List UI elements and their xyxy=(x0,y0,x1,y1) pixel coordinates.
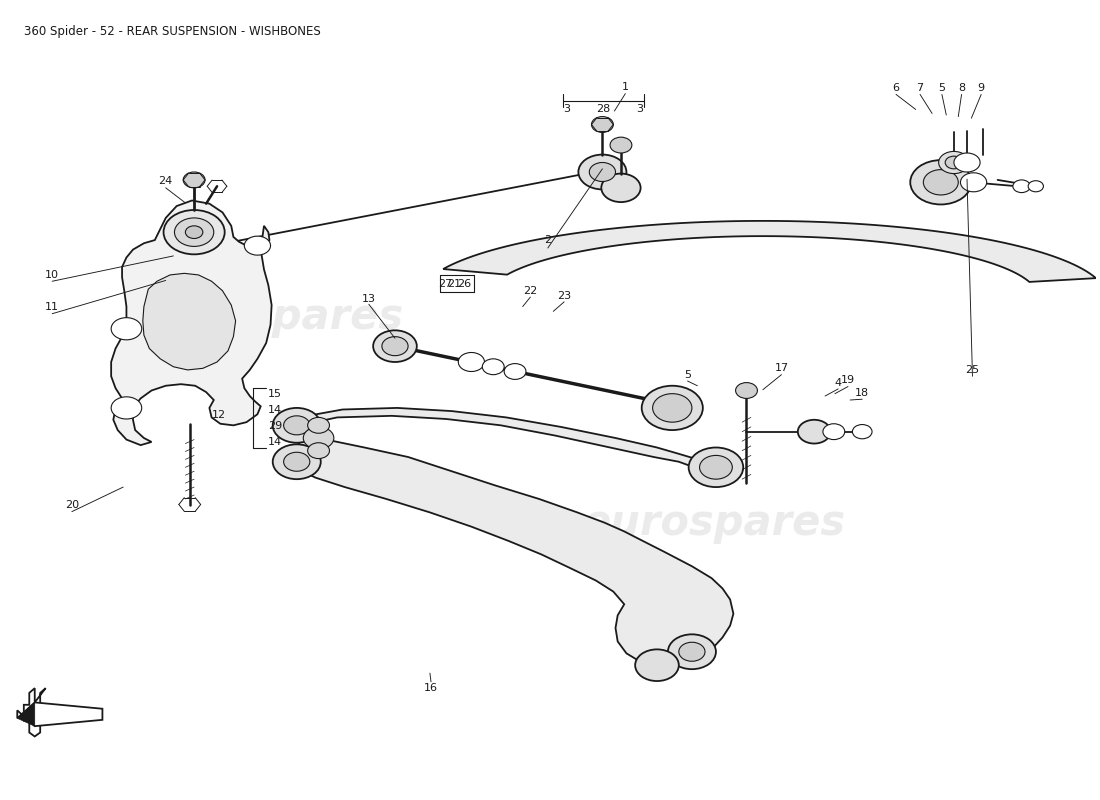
Text: 28: 28 xyxy=(596,104,611,114)
Polygon shape xyxy=(111,201,272,445)
Circle shape xyxy=(459,353,484,371)
Circle shape xyxy=(373,330,417,362)
Text: 3: 3 xyxy=(563,104,570,114)
Text: 2: 2 xyxy=(544,235,551,245)
Circle shape xyxy=(111,397,142,419)
Text: 26: 26 xyxy=(456,278,471,289)
Polygon shape xyxy=(443,221,1096,282)
Text: 23: 23 xyxy=(557,290,571,301)
Circle shape xyxy=(689,447,744,487)
Circle shape xyxy=(602,174,640,202)
Text: 1: 1 xyxy=(621,82,629,92)
Circle shape xyxy=(910,160,971,205)
Circle shape xyxy=(284,416,310,435)
Circle shape xyxy=(610,137,631,153)
Text: 16: 16 xyxy=(424,683,438,693)
Circle shape xyxy=(641,386,703,430)
Text: 10: 10 xyxy=(45,270,59,280)
Circle shape xyxy=(590,162,616,182)
Text: 9: 9 xyxy=(978,83,984,93)
Circle shape xyxy=(164,210,224,254)
Circle shape xyxy=(284,452,310,471)
Circle shape xyxy=(798,420,830,443)
Text: 5: 5 xyxy=(684,370,691,381)
Polygon shape xyxy=(24,688,45,737)
Circle shape xyxy=(652,394,692,422)
Text: 27: 27 xyxy=(438,278,452,289)
Text: 25: 25 xyxy=(966,365,979,375)
Text: 21: 21 xyxy=(447,278,461,289)
Circle shape xyxy=(823,424,845,439)
Circle shape xyxy=(679,642,705,662)
Circle shape xyxy=(184,172,205,188)
Circle shape xyxy=(504,363,526,379)
Text: 360 Spider - 52 - REAR SUSPENSION - WISHBONES: 360 Spider - 52 - REAR SUSPENSION - WISH… xyxy=(24,25,320,38)
Circle shape xyxy=(668,634,716,669)
Circle shape xyxy=(186,226,202,238)
Text: eurospares: eurospares xyxy=(140,296,404,338)
Circle shape xyxy=(273,444,321,479)
Text: 4: 4 xyxy=(835,378,842,387)
Text: 13: 13 xyxy=(362,294,376,304)
Text: 14: 14 xyxy=(267,406,282,415)
Text: 6: 6 xyxy=(892,83,900,93)
Circle shape xyxy=(736,382,758,398)
Circle shape xyxy=(304,427,333,449)
Circle shape xyxy=(923,170,958,195)
Text: 7: 7 xyxy=(916,83,924,93)
Circle shape xyxy=(244,236,271,255)
Text: 15: 15 xyxy=(268,390,282,399)
Text: 14: 14 xyxy=(267,437,282,447)
Text: 22: 22 xyxy=(524,286,538,296)
Text: 8: 8 xyxy=(958,83,965,93)
Polygon shape xyxy=(143,274,235,370)
Circle shape xyxy=(938,151,969,174)
Circle shape xyxy=(308,418,330,434)
Circle shape xyxy=(954,153,980,172)
Polygon shape xyxy=(290,434,734,666)
Circle shape xyxy=(700,455,733,479)
Text: 17: 17 xyxy=(774,363,789,374)
Circle shape xyxy=(175,218,213,246)
Polygon shape xyxy=(18,702,102,726)
Circle shape xyxy=(945,156,962,169)
Text: 11: 11 xyxy=(45,302,59,312)
Text: 18: 18 xyxy=(855,388,869,398)
Text: 12: 12 xyxy=(212,410,227,420)
Text: 19: 19 xyxy=(842,375,855,386)
Circle shape xyxy=(579,154,626,190)
Text: 3: 3 xyxy=(636,104,644,114)
Circle shape xyxy=(852,425,872,438)
Polygon shape xyxy=(18,702,35,726)
Text: eurospares: eurospares xyxy=(582,502,845,544)
Circle shape xyxy=(273,408,321,442)
Text: 29: 29 xyxy=(267,421,282,431)
Polygon shape xyxy=(308,408,712,473)
Circle shape xyxy=(1028,181,1044,192)
Circle shape xyxy=(111,318,142,340)
Text: 20: 20 xyxy=(65,500,79,510)
Circle shape xyxy=(482,359,504,374)
Circle shape xyxy=(382,337,408,356)
Circle shape xyxy=(960,173,987,192)
Circle shape xyxy=(1013,180,1031,193)
Circle shape xyxy=(635,650,679,681)
Text: 5: 5 xyxy=(938,83,945,93)
Circle shape xyxy=(592,117,614,133)
Text: 24: 24 xyxy=(158,177,173,186)
Circle shape xyxy=(308,442,330,458)
